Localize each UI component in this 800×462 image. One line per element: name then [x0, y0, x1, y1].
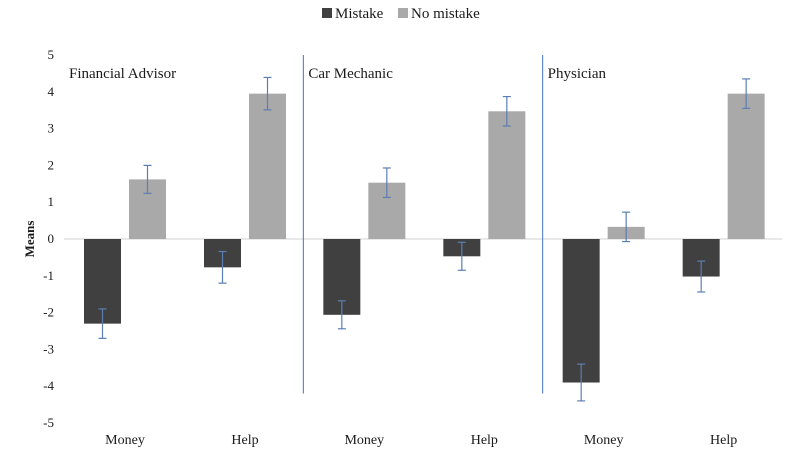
- panel-label-2: Physician: [548, 66, 607, 82]
- legend-swatch-1: [398, 8, 408, 18]
- category-label: Money: [344, 433, 384, 448]
- legend-swatch-0: [322, 8, 332, 18]
- panel-label-0: Financial Advisor: [69, 66, 176, 82]
- category-label: Help: [471, 433, 498, 448]
- y-tick-label: 2: [48, 157, 55, 172]
- category-label: Money: [105, 433, 145, 448]
- y-tick-label: 3: [48, 121, 55, 136]
- legend-label-0: Mistake: [335, 6, 384, 22]
- panel-label-1: Car Mechanic: [308, 66, 393, 82]
- y-tick-label: 0: [48, 231, 55, 246]
- bar-no-mistake: [249, 93, 286, 239]
- y-axis-title: Means: [22, 221, 37, 258]
- y-tick-label: 5: [48, 47, 55, 62]
- category-label: Help: [710, 433, 737, 448]
- y-tick-label: 1: [48, 194, 55, 209]
- y-tick-label: -5: [43, 415, 54, 430]
- bar-no-mistake: [488, 111, 526, 239]
- category-label: Help: [231, 433, 258, 448]
- legend-label-1: No mistake: [411, 6, 480, 22]
- category-label: Money: [584, 433, 624, 448]
- y-tick-label: 4: [48, 84, 55, 99]
- y-tick-label: -3: [43, 341, 54, 356]
- y-tick-label: -2: [43, 305, 54, 320]
- y-tick-label: -1: [43, 268, 54, 283]
- y-tick-label: -4: [43, 378, 54, 393]
- bar-mistake: [562, 239, 600, 383]
- bar-no-mistake: [727, 93, 765, 239]
